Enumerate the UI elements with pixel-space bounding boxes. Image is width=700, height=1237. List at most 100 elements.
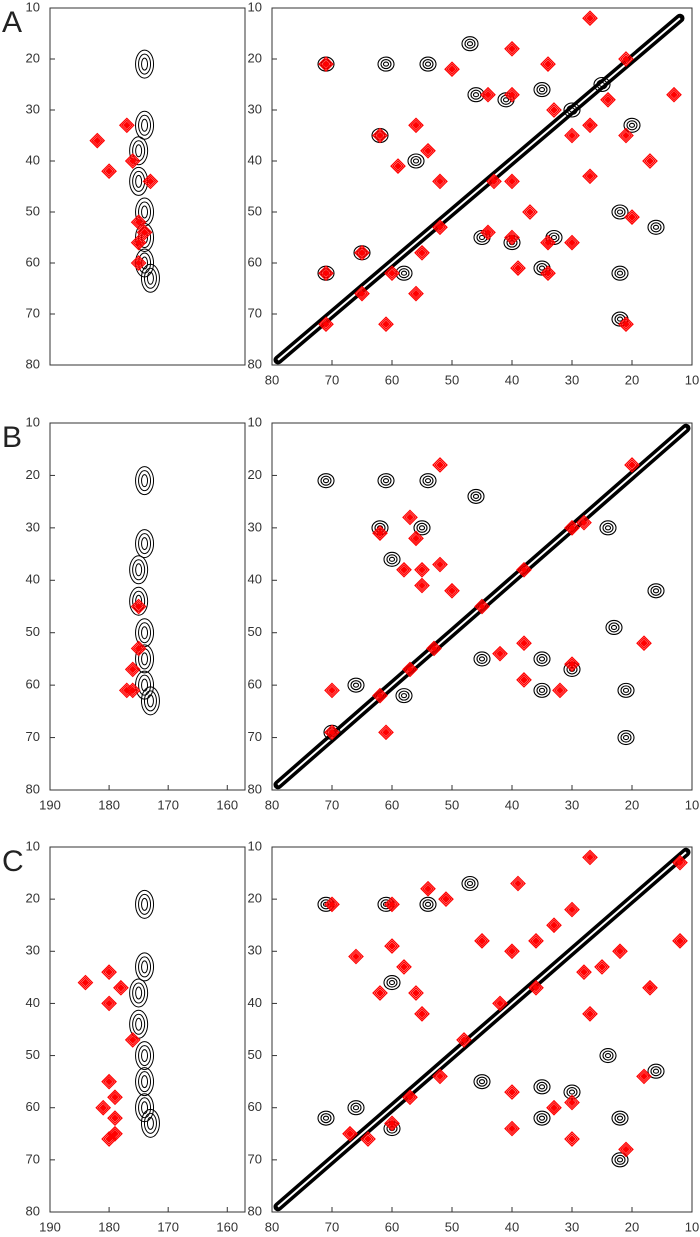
contour-ring: [542, 236, 554, 249]
red-peak: [564, 656, 580, 673]
contour-ring: [414, 577, 430, 594]
contour-ring: [322, 269, 330, 278]
contour-ring: [352, 682, 360, 688]
contour-ring: [103, 1133, 115, 1145]
red-peak: [414, 577, 430, 594]
frame: [49, 846, 246, 1213]
contour-ring: [105, 999, 113, 1008]
contour-ring: [105, 1135, 113, 1143]
red-peak: [342, 1125, 358, 1142]
red-peak: [408, 117, 424, 134]
black-peak: [135, 644, 155, 674]
contour-ring: [374, 689, 386, 702]
y-tick-label: 40: [248, 995, 262, 1010]
contour-ring: [566, 104, 578, 116]
contour-ring: [506, 1086, 518, 1098]
contour-ring: [650, 585, 662, 596]
red-peak: [504, 943, 520, 960]
red-peak: [528, 933, 544, 949]
red-peak: [480, 224, 496, 241]
contour-ring: [582, 1006, 598, 1022]
contour-ring: [552, 682, 568, 699]
red-peak: [516, 635, 532, 652]
black-peak: [407, 153, 425, 169]
contour-ring: [416, 522, 428, 533]
contour-ring: [616, 1157, 624, 1163]
contour-ring: [408, 985, 424, 1001]
contour-ring: [636, 635, 652, 652]
y-tick-label: 80: [248, 781, 262, 796]
contour-ring: [390, 158, 406, 174]
red-peak: [318, 316, 334, 333]
y-tick-label: 50: [248, 624, 262, 639]
contour-ring: [410, 119, 422, 132]
black-peak: [140, 686, 160, 716]
contour-ring: [141, 1075, 149, 1089]
contour-ring: [564, 234, 580, 251]
contour-ring: [101, 1131, 117, 1147]
red-peak: [600, 91, 616, 108]
contour-ring: [584, 1008, 596, 1020]
contour-ring: [344, 1127, 356, 1140]
contour-ring: [396, 561, 412, 578]
contour-ring: [376, 131, 384, 140]
y-tick-label: 30: [248, 101, 262, 116]
contour-ring: [138, 674, 152, 696]
contour-ring: [636, 1068, 652, 1085]
contour-ring: [568, 1089, 576, 1095]
x-tick-label: 50: [445, 797, 459, 812]
red-peak: [540, 234, 556, 251]
red-peak: [492, 995, 508, 1012]
contour-ring: [414, 1006, 430, 1022]
black-peak: [533, 1079, 551, 1095]
contour-ring: [146, 177, 155, 186]
contour-ring: [352, 952, 360, 961]
black-peak: [383, 975, 401, 991]
contour-ring: [448, 65, 456, 74]
black-peak: [140, 263, 160, 293]
contour-ring: [544, 238, 552, 247]
contour-ring: [550, 1103, 558, 1112]
x-tick-label: 80: [265, 797, 279, 812]
contour-ring: [135, 110, 155, 140]
contour-ring: [135, 952, 155, 982]
contour-ring: [496, 649, 504, 658]
black-peak: [617, 730, 635, 746]
contour-ring: [486, 173, 502, 190]
contour-ring: [422, 475, 434, 486]
contour-ring: [652, 224, 660, 230]
contour-ring: [568, 238, 576, 247]
contour-ring: [508, 90, 516, 99]
contour-ring: [132, 140, 146, 162]
contour-ring: [652, 1068, 660, 1074]
y-tick-label: 80: [248, 1203, 262, 1218]
x-tick-label: 20: [625, 372, 639, 387]
contour-ring: [347, 677, 365, 693]
contour-ring: [320, 1113, 332, 1124]
contour-ring: [642, 979, 658, 996]
red-peak: [564, 234, 580, 251]
contour-ring: [674, 935, 686, 947]
contour-ring: [372, 525, 388, 541]
contour-ring: [578, 966, 590, 978]
contour-ring: [352, 1105, 360, 1111]
contour-ring: [466, 880, 474, 887]
contour-ring: [644, 155, 656, 167]
contour-ring: [478, 656, 486, 662]
black-peak: [317, 473, 335, 489]
contour-ring: [135, 889, 155, 919]
contour-ring: [510, 875, 526, 892]
contour-ring: [138, 1097, 152, 1119]
contour-ring: [512, 262, 524, 274]
contour-ring: [130, 255, 147, 271]
red-peak: [95, 1099, 112, 1116]
contour-ring: [402, 661, 418, 678]
contour-ring: [494, 997, 506, 1010]
red-peak: [414, 1006, 430, 1022]
contour-ring: [101, 163, 117, 180]
contour-ring: [650, 222, 662, 233]
contour-ring: [424, 884, 432, 893]
contour-ring: [614, 1154, 626, 1165]
red-peak: [420, 142, 436, 159]
contour-ring: [532, 937, 540, 945]
